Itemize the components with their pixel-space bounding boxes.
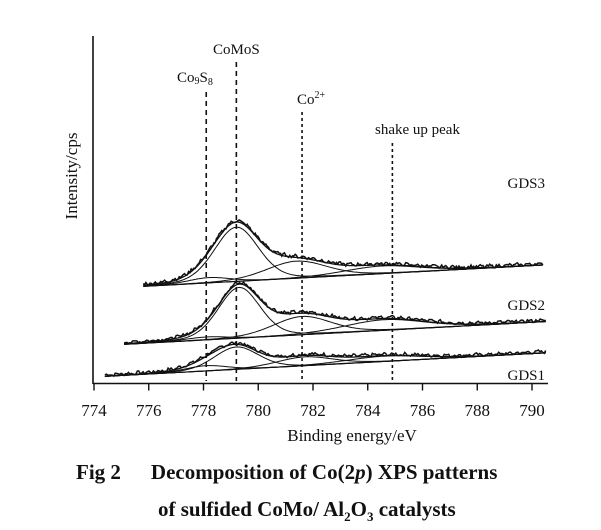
label-co2plus-part: Co — [297, 92, 315, 108]
caption-text: of sulfided CoMo/ Al — [158, 497, 345, 521]
label-co9s8-part: Co — [177, 70, 195, 86]
label-co9s8-part: 9 — [195, 76, 200, 87]
component-co2- — [124, 315, 546, 345]
label-co2plus: Co2+ — [297, 90, 326, 108]
label-co2plus-part: 2+ — [315, 90, 326, 101]
x-tick-label: 782 — [300, 401, 326, 420]
caption-paren: ( — [337, 460, 345, 484]
label-co9s8: Co9S8 — [177, 70, 213, 88]
label-co9s8-part: S — [200, 70, 208, 86]
caption-paren: ) — [365, 460, 373, 484]
x-axis-label: Binding energy/eV — [287, 426, 417, 445]
caption-text: O — [350, 497, 367, 521]
series-label: GDS3 — [507, 176, 545, 192]
raw-spectrum — [123, 280, 547, 345]
caption-text: catalysts — [373, 497, 456, 521]
y-axis-label: Intensity/cps — [62, 133, 81, 220]
caption-orbital-number: 2 — [344, 460, 356, 484]
caption-text: XPS patterns — [372, 460, 498, 484]
x-tick-label: 778 — [191, 401, 217, 420]
fit-envelope — [124, 283, 546, 345]
x-tick-label: 774 — [81, 401, 107, 420]
x-tick-label: 780 — [246, 401, 272, 420]
series-label: GDS2 — [507, 298, 545, 314]
caption-subscript: 3 — [366, 509, 374, 525]
series-gds3: GDS3 — [142, 176, 545, 287]
series-label: GDS1 — [507, 368, 545, 384]
component-comos — [104, 346, 546, 377]
xps-chart: 774 776 778 780 782 784 786 788 790 Co9S8CoMoSCo… — [62, 36, 548, 445]
figure-number: Fig 2 — [76, 460, 121, 484]
x-tick-label: 788 — [465, 401, 491, 420]
series-gds2: GDS2 — [123, 280, 547, 345]
label-co9s8-part: 8 — [208, 77, 213, 88]
x-ticks: 774 776 778 780 782 784 786 788 790 — [81, 383, 545, 420]
x-tick-label: 786 — [410, 401, 436, 420]
label-comos: CoMoS — [213, 42, 260, 58]
component-comos — [143, 226, 543, 287]
fit-envelope — [143, 221, 543, 286]
axes — [92, 36, 548, 385]
x-tick-label: 776 — [136, 401, 162, 420]
figure-caption-line-1: Fig 2 Decomposition of Co(2p) XPS pattern… — [76, 460, 497, 485]
x-tick-label: 790 — [519, 401, 545, 420]
figure-caption-line-2: of sulfided CoMo/ Al2O3 catalysts — [158, 497, 456, 525]
caption-text: Decomposition of Co — [150, 460, 338, 484]
x-tick-label: 784 — [355, 401, 381, 420]
label-shake-up-peak: shake up peak — [375, 122, 460, 138]
series-gds1: GDS1 — [104, 341, 547, 384]
spectra: GDS1 GDS2 GDS3 — [104, 176, 547, 384]
label-comos-part: CoMoS — [213, 42, 260, 58]
label-shake-up-peak-part: shake up peak — [375, 122, 460, 138]
raw-spectrum — [142, 219, 544, 286]
caption-orbital-letter: p — [355, 460, 366, 484]
chart-labels: Binding energy/eV Intensity/cps — [62, 133, 417, 445]
raw-spectrum — [104, 341, 547, 378]
caption-subscript: 2 — [344, 509, 351, 525]
